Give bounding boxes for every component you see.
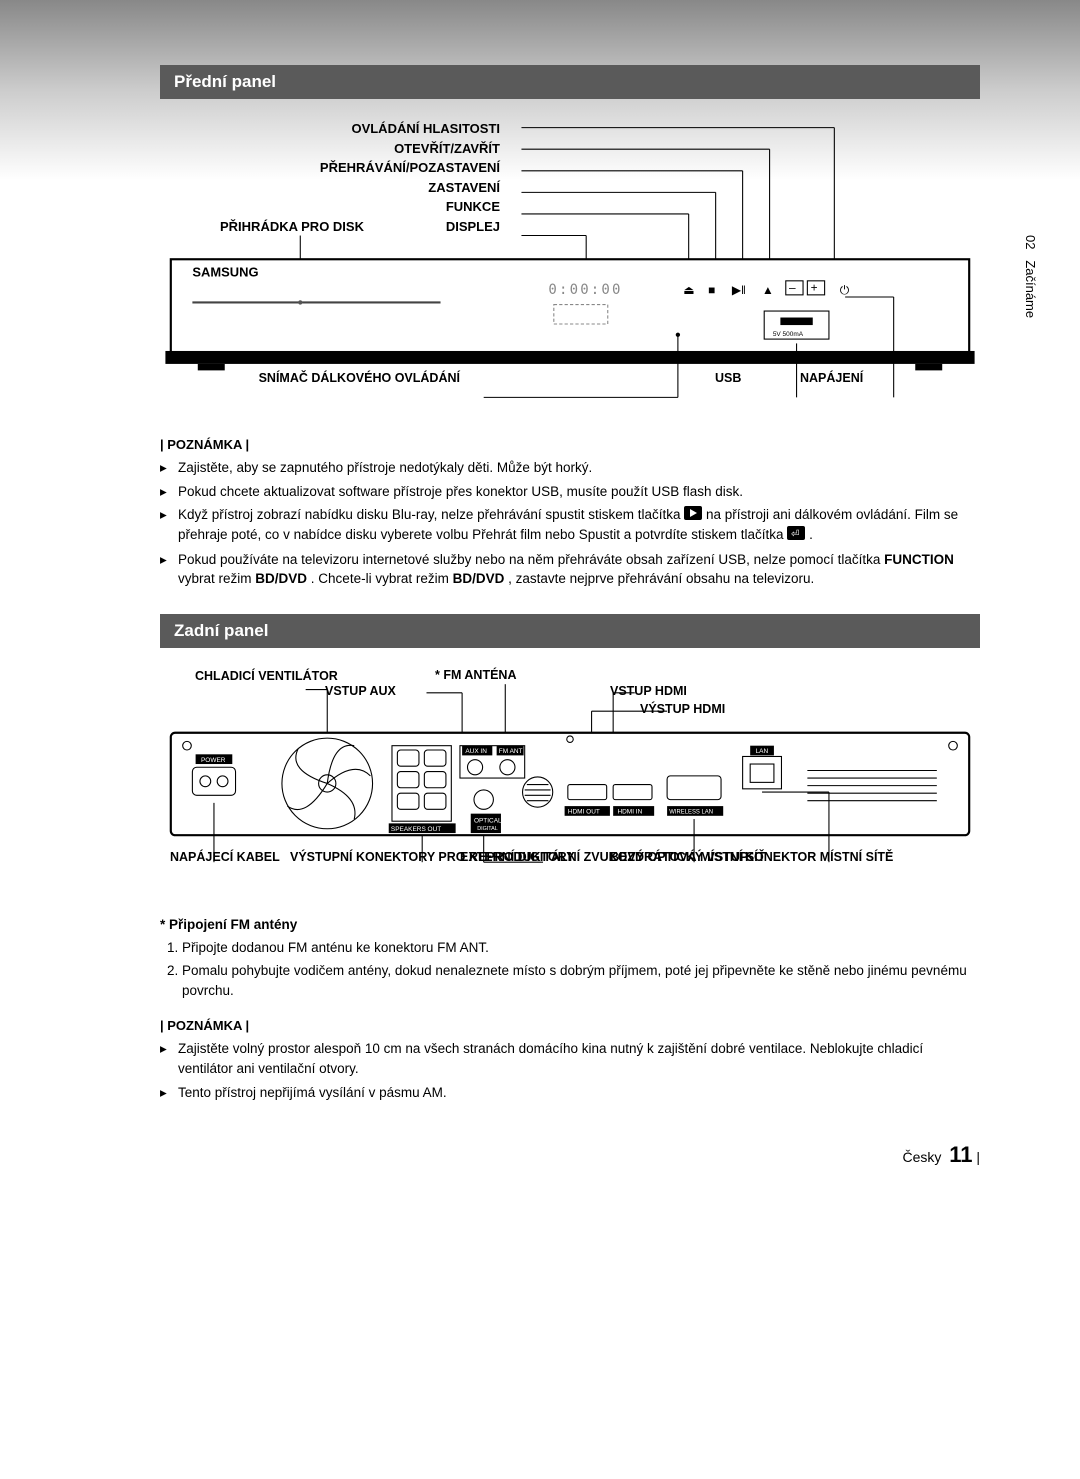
list-item: Připojte dodanou FM anténu ke konektoru … [182,938,980,958]
front-notes-list: Zajistěte, aby se zapnutého přístroje ne… [160,458,980,589]
fm-steps: Připojte dodanou FM anténu ke konektoru … [160,938,980,1001]
label-speakers-out: VÝSTUPNÍ KONEKTORY PRO REPRODUKTORY [290,850,480,866]
label-stop: ZASTAVENÍ [220,178,500,198]
svg-text:OPTICAL: OPTICAL [474,817,502,824]
label-volume: OVLÁDÁNÍ HLASITOSTI [220,119,500,139]
rear-panel-svg: POWER SPEAKERS OUT AUX IN [160,668,980,922]
brand-text: SAMSUNG [192,265,258,280]
front-top-labels: OVLÁDÁNÍ HLASITOSTI OTEVŘÍT/ZAVŘÍT PŘEHR… [220,119,500,236]
label-hdmi-in: VSTUP HDMI [610,684,687,698]
label-lan: KONEKTOR MÍSTNÍ SÍTĚ [745,850,870,866]
svg-text:AUX IN: AUX IN [465,748,487,755]
svg-text:▶‖: ▶‖ [732,283,746,297]
page-footer: Česky 11 | [160,1142,980,1168]
front-panel-diagram: OVLÁDÁNÍ HLASITOSTI OTEVŘÍT/ZAVŘÍT PŘEHR… [160,119,980,419]
label-usb: USB [715,371,741,385]
svg-text:■: ■ [708,283,715,297]
footer-page-number: 11 [949,1142,972,1167]
label-wlan: BEZDRÁTOVÁ MÍSTNÍ SÍŤ [610,850,745,866]
svg-text:⏏: ⏏ [683,283,694,297]
svg-text:POWER: POWER [201,757,226,764]
label-remote-sensor: SNÍMAČ DÁLKOVÉHO OVLÁDÁNÍ [180,371,460,385]
svg-text:0:00:00: 0:00:00 [548,282,622,298]
label-fan: CHLADICÍ VENTILÁTOR [195,668,290,684]
svg-text:SPEAKERS OUT: SPEAKERS OUT [391,826,441,833]
svg-text:5V 500mA: 5V 500mA [773,331,804,338]
svg-text:HDMI OUT: HDMI OUT [568,808,600,815]
label-play-pause: PŘEHRÁVÁNÍ/POZASTAVENÍ [220,158,500,178]
label-fm: * FM ANTÉNA [435,668,516,682]
svg-text:HDMI IN: HDMI IN [617,808,642,815]
list-item: Pokud používáte na televizoru internetov… [160,550,980,589]
label-disc-tray: PŘIHRÁDKA PRO DISK [220,217,364,237]
list-item: Zajistěte, aby se zapnutého přístroje ne… [160,458,980,478]
rear-notes-heading: | POZNÁMKA | [160,1018,980,1033]
label-open-close: OTEVŘÍT/ZAVŘÍT [220,139,500,159]
label-function: FUNKCE [220,197,500,217]
label-power-front: NAPÁJENÍ [800,371,863,385]
svg-text:+: + [811,281,818,295]
list-item: Tento přístroj nepřijímá vysílání v pásm… [160,1083,980,1103]
list-item: Zajistěte volný prostor alespoň 10 cm na… [160,1039,980,1078]
svg-text:FM ANT: FM ANT [499,748,523,755]
svg-text:⏎: ⏎ [791,529,799,540]
svg-text:WIRELESS LAN: WIRELESS LAN [669,809,713,815]
label-display: DISPLEJ [446,217,500,237]
front-panel-heading: Přední panel [160,65,980,99]
svg-text:▲: ▲ [762,283,774,297]
svg-text:⏻: ⏻ [840,283,850,297]
rear-notes-list: Zajistěte volný prostor alespoň 10 cm na… [160,1039,980,1102]
svg-text:LAN: LAN [756,748,769,755]
list-item: Když přístroj zobrazí nabídku disku Blu-… [160,505,980,545]
play-icon [684,506,702,526]
footer-lang: Česky [903,1149,942,1165]
list-item: Pokud chcete aktualizovat software příst… [160,482,980,502]
svg-text:DIGITAL: DIGITAL [477,826,498,832]
rear-panel-heading: Zadní panel [160,614,980,648]
list-item: Pomalu pohybujte vodičem antény, dokud n… [182,961,980,1000]
label-hdmi-out: VÝSTUP HDMI [640,702,725,716]
label-aux: VSTUP AUX [325,684,396,698]
svg-text:–: – [789,281,796,295]
enter-icon: ⏎ [787,526,805,546]
label-power-cable: NAPÁJECÍ KABEL [170,850,260,866]
rear-panel-diagram: CHLADICÍ VENTILÁTOR VSTUP AUX * FM ANTÉN… [160,668,980,903]
